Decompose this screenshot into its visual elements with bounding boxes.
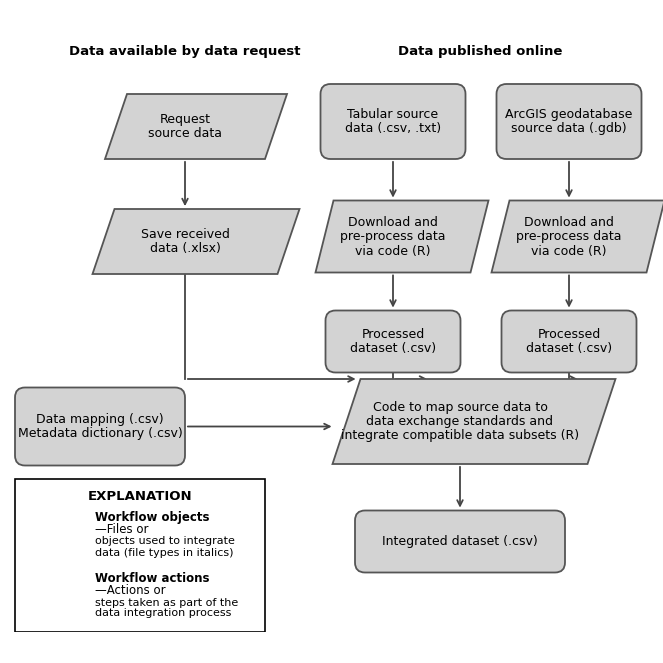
Text: data exchange standards and: data exchange standards and bbox=[367, 415, 554, 428]
Text: Download and: Download and bbox=[348, 215, 438, 229]
Text: —Files or: —Files or bbox=[95, 523, 149, 536]
Text: EXPLANATION: EXPLANATION bbox=[88, 490, 192, 503]
FancyBboxPatch shape bbox=[326, 310, 461, 373]
Text: Integrated dataset (.csv): Integrated dataset (.csv) bbox=[382, 535, 538, 548]
Polygon shape bbox=[29, 575, 95, 597]
Text: Request: Request bbox=[160, 113, 210, 126]
Polygon shape bbox=[333, 379, 615, 464]
Polygon shape bbox=[105, 94, 287, 159]
Text: Download and: Download and bbox=[524, 215, 614, 229]
Text: ArcGIS geodatabase: ArcGIS geodatabase bbox=[505, 108, 633, 121]
Text: objects used to integrate: objects used to integrate bbox=[95, 536, 235, 546]
Text: Data available by data request: Data available by data request bbox=[69, 45, 301, 58]
FancyBboxPatch shape bbox=[320, 84, 465, 159]
Polygon shape bbox=[316, 200, 489, 272]
Text: Metadata dictionary (.csv): Metadata dictionary (.csv) bbox=[18, 427, 182, 440]
Polygon shape bbox=[93, 209, 300, 274]
Text: pre-process data: pre-process data bbox=[516, 230, 622, 243]
Text: Data published online: Data published online bbox=[398, 45, 562, 58]
Text: Processed: Processed bbox=[361, 328, 424, 341]
FancyBboxPatch shape bbox=[15, 479, 265, 631]
Text: via code (R): via code (R) bbox=[531, 245, 607, 257]
Text: Processed: Processed bbox=[538, 328, 601, 341]
FancyBboxPatch shape bbox=[355, 511, 565, 572]
Text: —Actions or: —Actions or bbox=[95, 584, 166, 597]
Text: Tabular source: Tabular source bbox=[347, 108, 438, 121]
Text: steps taken as part of the: steps taken as part of the bbox=[95, 597, 238, 607]
Text: data (file types in italics): data (file types in italics) bbox=[95, 548, 233, 558]
FancyBboxPatch shape bbox=[29, 514, 84, 538]
FancyBboxPatch shape bbox=[497, 84, 642, 159]
Text: source data (.gdb): source data (.gdb) bbox=[511, 122, 627, 135]
Text: data integration process: data integration process bbox=[95, 609, 231, 619]
Text: via code (R): via code (R) bbox=[355, 245, 431, 257]
Text: Code to map source data to: Code to map source data to bbox=[373, 400, 548, 414]
Text: Save received: Save received bbox=[141, 228, 229, 241]
Polygon shape bbox=[491, 200, 663, 272]
FancyBboxPatch shape bbox=[15, 387, 185, 465]
Text: data (.csv, .txt): data (.csv, .txt) bbox=[345, 122, 441, 135]
FancyBboxPatch shape bbox=[501, 310, 636, 373]
Text: source data: source data bbox=[148, 127, 222, 141]
Text: dataset (.csv): dataset (.csv) bbox=[526, 342, 612, 355]
Text: data (.xlsx): data (.xlsx) bbox=[150, 242, 220, 255]
Text: pre-process data: pre-process data bbox=[340, 230, 446, 243]
Text: Data mapping (.csv): Data mapping (.csv) bbox=[36, 413, 164, 426]
Text: dataset (.csv): dataset (.csv) bbox=[350, 342, 436, 355]
Text: Workflow actions: Workflow actions bbox=[95, 572, 210, 585]
Text: Workflow objects: Workflow objects bbox=[95, 511, 210, 524]
Text: integrate compatible data subsets (R): integrate compatible data subsets (R) bbox=[341, 430, 579, 442]
